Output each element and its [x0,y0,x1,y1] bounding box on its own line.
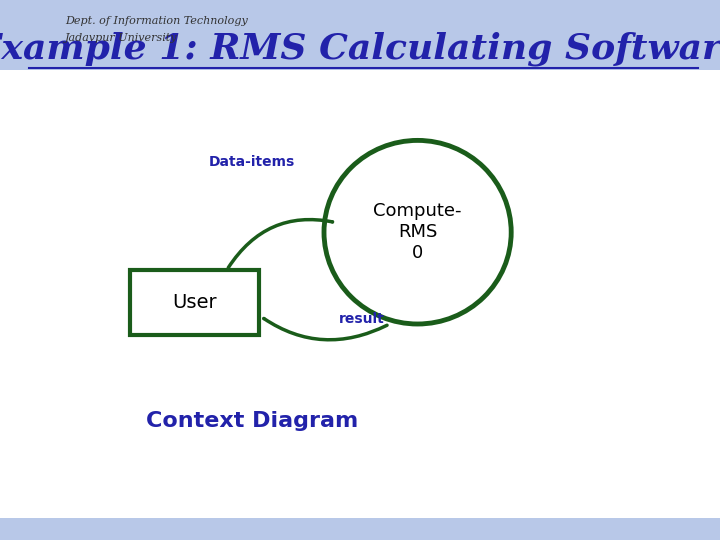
Ellipse shape [324,140,511,324]
FancyBboxPatch shape [130,270,259,335]
Text: Example 1: RMS Calculating Software: Example 1: RMS Calculating Software [0,31,720,66]
Text: Jadavpur University: Jadavpur University [65,33,177,43]
Text: Dept. of Information Technology: Dept. of Information Technology [65,16,248,25]
FancyArrowPatch shape [264,319,387,340]
Text: Data-items: Data-items [209,155,295,169]
Text: Context Diagram: Context Diagram [146,411,358,431]
Text: result: result [338,312,384,326]
Text: Compute-
RMS
0: Compute- RMS 0 [374,202,462,262]
FancyArrowPatch shape [228,220,333,268]
Text: User: User [172,293,217,312]
